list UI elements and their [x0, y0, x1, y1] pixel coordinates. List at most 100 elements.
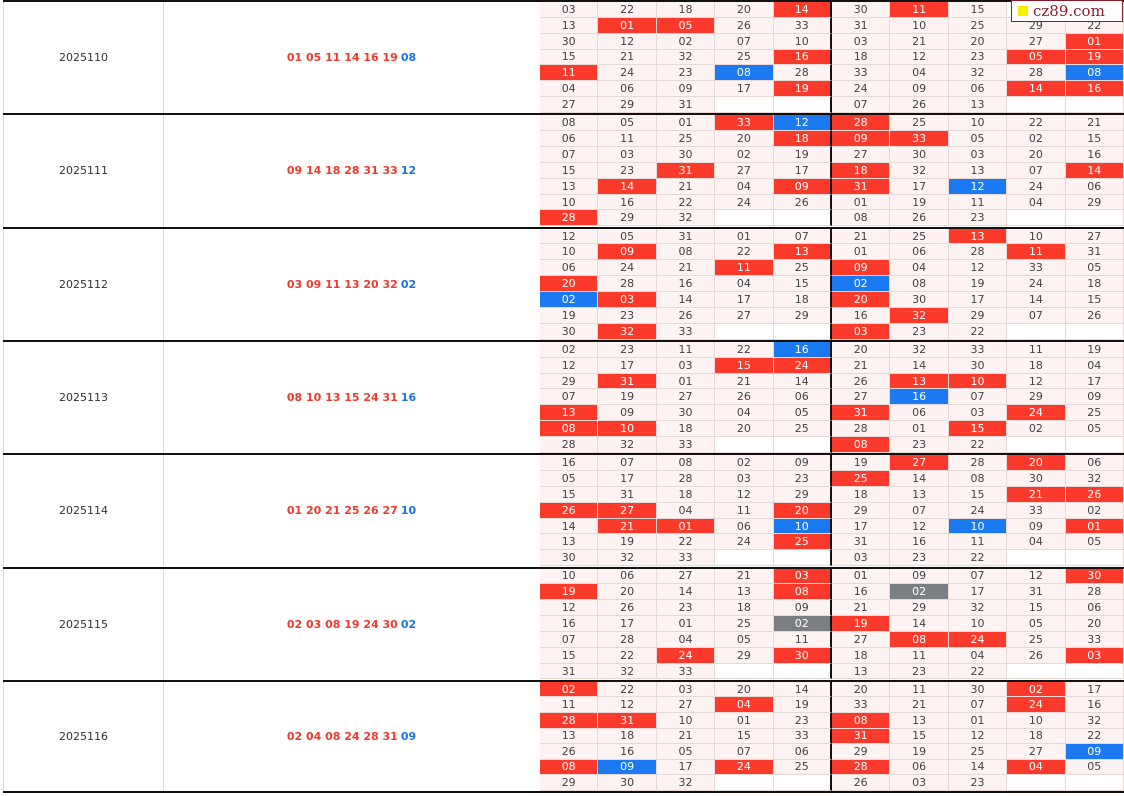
winning-numbers: 01 20 21 25 26 27 10: [163, 455, 540, 566]
grid-cell: 25: [715, 616, 774, 632]
grid-cell: 04: [948, 647, 1008, 664]
grid-cell: 20: [832, 292, 891, 308]
grid-cell: [773, 550, 832, 567]
grid-cell: 09: [656, 81, 716, 98]
grid-cell: 05: [656, 744, 716, 760]
grid-cell: 16: [1065, 147, 1124, 163]
special-number: 16: [400, 390, 417, 404]
grid-cell: 11: [890, 647, 949, 664]
grid-cell: 27: [1007, 744, 1066, 760]
grid-cell: 20: [1007, 147, 1066, 163]
special-number: 10: [400, 504, 417, 518]
grid-cell: 13: [948, 97, 1008, 113]
grid-cell: 21: [715, 568, 774, 585]
grid-cell: 33: [656, 550, 716, 567]
grid-cell: 22: [598, 647, 657, 664]
grid-cell: 17: [598, 471, 657, 487]
grid-cell: 03: [948, 147, 1008, 163]
grid-cell: [715, 323, 774, 340]
grid-cell: 03: [540, 2, 599, 18]
grid-cell: 33: [656, 437, 716, 453]
number-grid: 02 22 03 20 14 20 11 30 02 17 11 12 27 04 19 33 21 07 24 16…: [540, 681, 1124, 791]
grid-cell: 21: [656, 178, 716, 195]
grid-cell: 14: [656, 292, 716, 308]
grid-cell: 08: [832, 712, 891, 729]
grid-cell: 27: [890, 455, 949, 472]
grid-cell: 03: [1065, 647, 1124, 664]
grid-cell: 28: [540, 210, 599, 227]
grid-cell: 05: [773, 405, 832, 422]
grid-cell: 09: [832, 260, 891, 277]
grid-cell: 03: [598, 292, 657, 308]
grid-cell: [715, 550, 774, 567]
grid-cell: 29: [540, 373, 599, 390]
grid-cell: 17: [715, 292, 774, 308]
number-grid: 10 06 27 21 03 01 09 07 12 30 19 20 14 13 08 16 02 17 31 28…: [540, 568, 1124, 680]
grid-cell: 29: [773, 307, 832, 324]
winning-numbers: 01 05 11 14 16 19 08: [163, 2, 540, 113]
grid-cell: 09: [598, 244, 657, 261]
special-number: 02: [400, 617, 417, 631]
grid-cell: 32: [656, 49, 716, 66]
issue-number: 2025112: [3, 228, 164, 340]
draw-row: 2025112 03 09 11 13 20 32 02 12 05 31 01 07 2…: [3, 226, 1124, 340]
grid-cell: 23: [890, 437, 949, 453]
grid-cell: [1065, 97, 1124, 113]
grid-cell: 25: [1065, 405, 1124, 422]
grid-cell: 29: [1007, 389, 1066, 406]
grid-cell: 23: [948, 49, 1008, 66]
main-numbers: 02 03 08 19 24 30: [286, 617, 398, 631]
grid-cell: 03: [598, 147, 657, 163]
grid-cell: 08: [773, 584, 832, 601]
grid-cell: 18: [832, 49, 891, 66]
grid-cell: 17: [1065, 373, 1124, 390]
grid-cell: 04: [656, 631, 716, 648]
grid-cell: 16: [832, 307, 891, 324]
grid-cell: 30: [540, 323, 599, 340]
grid-cell: 08: [540, 759, 599, 776]
grid-cell: 30: [1007, 471, 1066, 487]
draw-row: 2025111 09 14 18 28 31 33 12 08 05 01 33 12 2…: [3, 113, 1124, 227]
grid-cell: 28: [948, 455, 1008, 472]
grid-cell: 01: [1065, 33, 1124, 50]
number-grid: 12 05 31 01 07 21 25 13 10 27 10 09 08 22 13 01 06 28 11 31…: [540, 228, 1124, 340]
grid-cell: 06: [890, 244, 949, 261]
grid-cell: 15: [948, 421, 1008, 438]
grid-cell: 31: [832, 534, 891, 551]
grid-cell: 12: [598, 33, 657, 50]
grid-cell: 16: [773, 49, 832, 66]
grid-cell: [773, 437, 832, 453]
grid-cell: 10: [948, 518, 1008, 535]
grid-cell: 26: [715, 389, 774, 406]
grid-cell: 14: [540, 518, 599, 535]
grid-cell: 31: [832, 728, 891, 745]
grid-cell: 25: [656, 131, 716, 147]
grid-cell: 03: [832, 550, 891, 567]
grid-cell: 27: [656, 697, 716, 713]
grid-cell: 24: [1007, 276, 1066, 293]
grid-cell: 21: [598, 49, 657, 66]
grid-cell: 02: [540, 341, 599, 358]
draw-row: 2025110 01 05 11 14 16 19 08 03 22 18 20 14 3…: [3, 0, 1124, 113]
grid-cell: 33: [773, 17, 832, 34]
grid-cell: 05: [1007, 616, 1066, 632]
grid-cell: 14: [773, 2, 832, 18]
grid-cell: 13: [540, 728, 599, 745]
grid-cell: 20: [1065, 616, 1124, 632]
grid-cell: 25: [948, 744, 1008, 760]
grid-cell: 07: [890, 502, 949, 519]
grid-cell: [1065, 775, 1124, 791]
grid-cell: 03: [656, 681, 716, 698]
grid-cell: 04: [715, 405, 774, 422]
grid-cell: 22: [1065, 728, 1124, 745]
grid-cell: 25: [773, 534, 832, 551]
grid-cell: 32: [598, 437, 657, 453]
grid-cell: 13: [540, 534, 599, 551]
grid-cell: 01: [715, 228, 774, 245]
grid-cell: 15: [1007, 600, 1066, 617]
grid-cell: 04: [656, 502, 716, 519]
grid-cell: 03: [832, 323, 891, 340]
grid-cell: 11: [715, 502, 774, 519]
grid-cell: 26: [890, 97, 949, 113]
special-number: 09: [400, 729, 417, 743]
